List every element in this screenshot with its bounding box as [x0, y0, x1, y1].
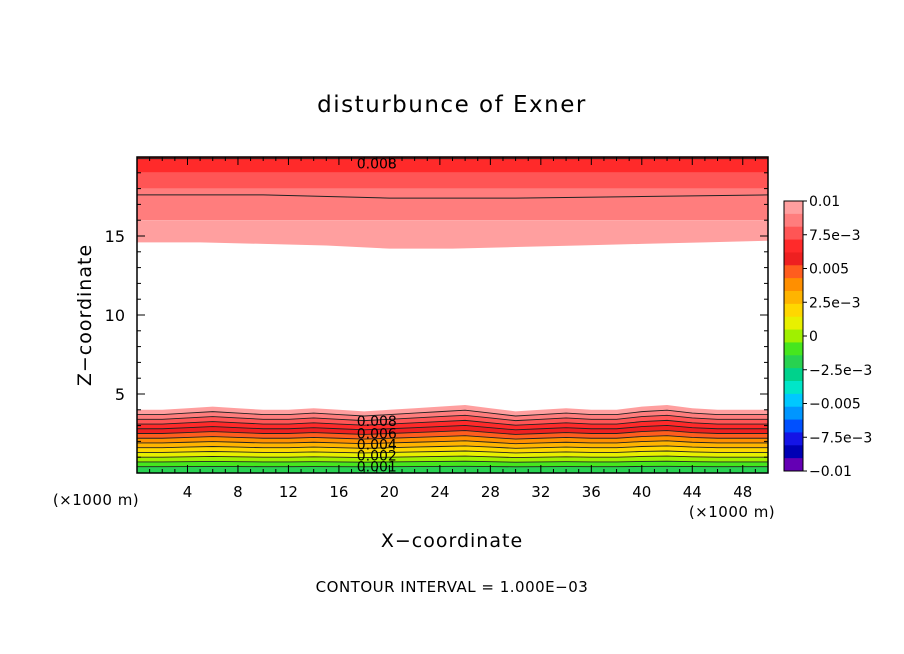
- colorbar-label-6: −0.005: [809, 397, 861, 413]
- colorbar-swatch-13: [784, 368, 803, 382]
- y-tick-label-15: 15: [105, 227, 125, 246]
- chart-title: disturbunce of Exner: [317, 92, 587, 118]
- x-axis-unit-left: (×1000 m): [53, 491, 139, 509]
- colorbar-swatch-3: [784, 239, 803, 253]
- colorbar-label-7: −7.5e−3: [809, 430, 872, 446]
- lower-contour-line-1: [137, 409, 768, 417]
- colorbar-swatch-8: [784, 303, 803, 318]
- y-tick-label-10: 10: [105, 306, 125, 325]
- y-tick-label-5: 5: [115, 385, 125, 404]
- x-tick-label-44: 44: [683, 483, 702, 501]
- colorbar-swatch-1: [784, 213, 803, 228]
- contour-label-2: 0.006: [357, 427, 397, 443]
- colorbar-label-4: 0: [809, 329, 818, 345]
- colorbar-swatch-5: [784, 265, 803, 279]
- colorbar-label-5: −2.5e−3: [809, 363, 872, 379]
- x-axis-unit-right: (×1000 m): [689, 503, 775, 521]
- x-tick-label-4: 4: [183, 483, 193, 501]
- colorbar-swatch-11: [784, 342, 803, 356]
- colorbar-swatch-6: [784, 278, 803, 292]
- x-tick-label-12: 12: [279, 483, 298, 501]
- lower-contour-line-8: [137, 445, 768, 449]
- lower-contour-line-7: [137, 440, 768, 445]
- colorbar-label-2: 0.005: [809, 262, 849, 278]
- lower-band-layer-7: [137, 440, 768, 449]
- colorbar-label-8: −0.01: [809, 464, 852, 480]
- colorbar-swatch-10: [784, 329, 803, 343]
- colorbar-swatch-14: [784, 381, 803, 395]
- contour-lines: [137, 158, 768, 468]
- colorbar-swatch-15: [784, 393, 803, 408]
- lower-contour-line-11: [137, 460, 768, 463]
- x-tick-label-28: 28: [481, 483, 500, 501]
- x-tick-label-48: 48: [733, 483, 752, 501]
- x-axis-ticks: 4 8 12 16 20 24 28 32 36 40 44 48: [149, 157, 756, 501]
- colorbar-swatch-9: [784, 316, 803, 331]
- lower-contour-line-5: [137, 430, 768, 435]
- x-tick-label-32: 32: [531, 483, 550, 501]
- colorbar-swatch-20: [784, 458, 803, 472]
- x-tick-label-8: 8: [233, 483, 243, 501]
- colorbar-swatch-17: [784, 419, 803, 433]
- colorbar-swatch-7: [784, 291, 803, 305]
- upper-band-layer-4: [137, 220, 768, 249]
- contour-label-4: 0.002: [357, 449, 397, 465]
- upper-band-layer-3: [137, 188, 768, 221]
- y-axis-ticks: 5 10 15: [105, 172, 768, 458]
- upper-band-layer-1: [137, 158, 768, 173]
- colorbar-swatch-0: [784, 201, 803, 215]
- x-tick-label-16: 16: [329, 483, 348, 501]
- lower-contour-line-3: [137, 419, 768, 426]
- lower-contour-line-10: [137, 455, 768, 459]
- lower-contour-line-2: [137, 414, 768, 422]
- colorbar-label-3: 2.5e−3: [809, 295, 861, 311]
- contour-label-5: 0.001: [357, 460, 397, 476]
- lower-band-layer-6: [137, 435, 768, 444]
- contour-label-1: 0.008: [357, 414, 397, 430]
- lower-band-layer-1: [137, 410, 768, 421]
- colorbar: 0.01 7.5e−3 0.005 2.5e−3 0 −2.5e−3 −0.005 −7.5e…: [783, 194, 872, 480]
- lower-band-layer-3: [137, 420, 768, 430]
- colorbar-label-1: 7.5e−3: [809, 228, 861, 244]
- upper-contour-line: [137, 194, 768, 199]
- colorbar-label-0: 0.01: [809, 194, 840, 210]
- x-tick-label-36: 36: [582, 483, 601, 501]
- lower-contour-line-6: [137, 435, 768, 440]
- lower-contour-line-9: [137, 450, 768, 454]
- lower-contour-line-4: [137, 425, 768, 431]
- colorbar-swatch-19: [784, 445, 803, 459]
- x-tick-label-20: 20: [380, 483, 399, 501]
- contour-label-3: 0.004: [357, 438, 397, 454]
- y-axis-label: Z−coordinate: [74, 244, 96, 386]
- x-axis-label: X−coordinate: [381, 530, 523, 552]
- colorbar-swatch-16: [784, 406, 803, 421]
- lower-band-layer-5: [137, 430, 768, 440]
- x-tick-label-40: 40: [632, 483, 651, 501]
- lower-band-layer-11: [137, 461, 768, 467]
- contour-interval-note: CONTOUR INTERVAL = 1.000E−03: [316, 578, 589, 596]
- colorbar-swatch-12: [784, 355, 803, 369]
- colorbar-swatch-2: [784, 226, 803, 241]
- x-tick-label-24: 24: [430, 483, 449, 501]
- colorbar-swatch-18: [784, 432, 803, 446]
- lower-band-layer-2: [137, 415, 768, 426]
- contour-label-0: 0.008: [357, 156, 397, 172]
- colorbar-swatch-4: [784, 252, 803, 266]
- lower-band-layer-4: [137, 425, 768, 435]
- upper-band-layer-2: [137, 172, 768, 189]
